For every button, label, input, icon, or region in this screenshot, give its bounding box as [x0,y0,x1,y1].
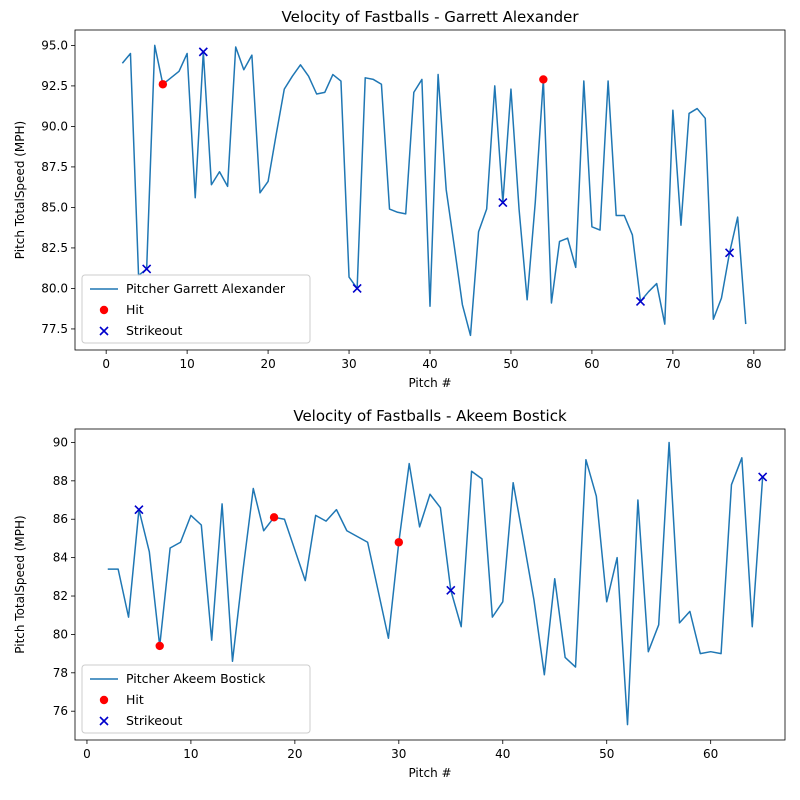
x-tick-label: 10 [183,747,198,761]
x-tick-label: 10 [179,357,194,371]
y-axis-label: Pitch TotalSpeed (MPH) [13,121,27,259]
legend-label: Hit [126,692,144,707]
y-tick-label: 90.0 [41,119,68,133]
y-tick-label: 90 [53,435,68,449]
legend-label: Pitcher Akeem Bostick [126,671,266,686]
legend-hit-swatch [99,695,109,705]
strikeout-marker [134,505,144,515]
y-tick-label: 85.0 [41,200,68,214]
x-tick-label: 20 [260,357,275,371]
y-tick-label: 84 [53,551,68,565]
x-tick-label: 80 [746,357,761,371]
strikeout-marker [498,197,508,208]
legend-strikeout-swatch [99,716,109,726]
strikeout-marker [198,47,208,57]
x-tick-label: 60 [584,357,599,371]
legend-label: Strikeout [126,323,183,338]
strikeout-marker [724,248,735,258]
x-tick-label: 30 [391,747,406,761]
y-tick-label: 76 [53,704,68,718]
legend-strikeout-swatch [99,326,109,336]
y-tick-label: 78 [53,666,68,680]
legend: Pitcher Akeem Bostick Hit Strikeout [81,664,311,734]
y-tick-label: 82 [53,589,68,603]
strikeout-marker [352,283,362,293]
x-tick-label: 60 [703,747,718,761]
y-tick-label: 95.0 [41,38,68,52]
x-tick-label: 30 [341,357,356,371]
hit-marker [269,513,279,522]
x-axis-label: Pitch # [408,376,451,390]
hit-marker [158,80,168,89]
axes-frame [74,428,786,741]
chart-title: Velocity of Fastballs - Garrett Alexande… [282,8,580,26]
y-tick-label: 77.5 [41,322,68,336]
x-tick-label: 20 [287,747,302,761]
y-tick-label: 80.0 [41,281,68,295]
y-tick-label: 82.5 [41,241,68,255]
y-tick-label: 86 [53,512,68,526]
chart-title: Velocity of Fastballs - Akeem Bostick [293,407,567,425]
legend-label: Hit [126,302,144,317]
hit-marker [155,641,164,651]
chart-panel-1: Velocity of Fastballs - Garrett Alexande… [13,8,786,390]
strikeout-marker [446,585,456,595]
strikeout-marker [758,472,768,482]
x-tick-label: 50 [599,747,614,761]
x-tick-label: 50 [503,357,518,371]
x-tick-label: 40 [422,357,437,371]
legend-label: Pitcher Garrett Alexander [126,281,286,296]
y-tick-label: 88 [53,474,68,488]
x-axis-label: Pitch # [408,766,451,780]
legend-box [81,274,311,344]
legend-hit-swatch [99,305,109,315]
x-tick-label: 40 [495,747,510,761]
hit-marker [394,538,404,547]
y-tick-label: 80 [53,627,68,641]
x-tick-label: 0 [83,747,91,761]
y-tick-label: 92.5 [41,79,68,93]
x-tick-label: 70 [665,357,680,371]
x-tick-label: 0 [102,357,110,371]
strikeout-marker [142,264,152,274]
legend-label: Strikeout [126,713,183,728]
series-line [107,441,764,726]
axes-frame [74,29,786,351]
legend-box [81,664,311,734]
y-axis-label: Pitch TotalSpeed (MPH) [13,515,27,653]
chart-panel-2: Velocity of Fastballs - Akeem Bostick 0 10… [13,407,786,780]
strikeout-marker [635,296,646,306]
y-tick-label: 87.5 [41,160,68,174]
hit-marker [539,75,548,84]
legend: Pitcher Garrett Alexander Hit Strikeout [81,274,311,344]
